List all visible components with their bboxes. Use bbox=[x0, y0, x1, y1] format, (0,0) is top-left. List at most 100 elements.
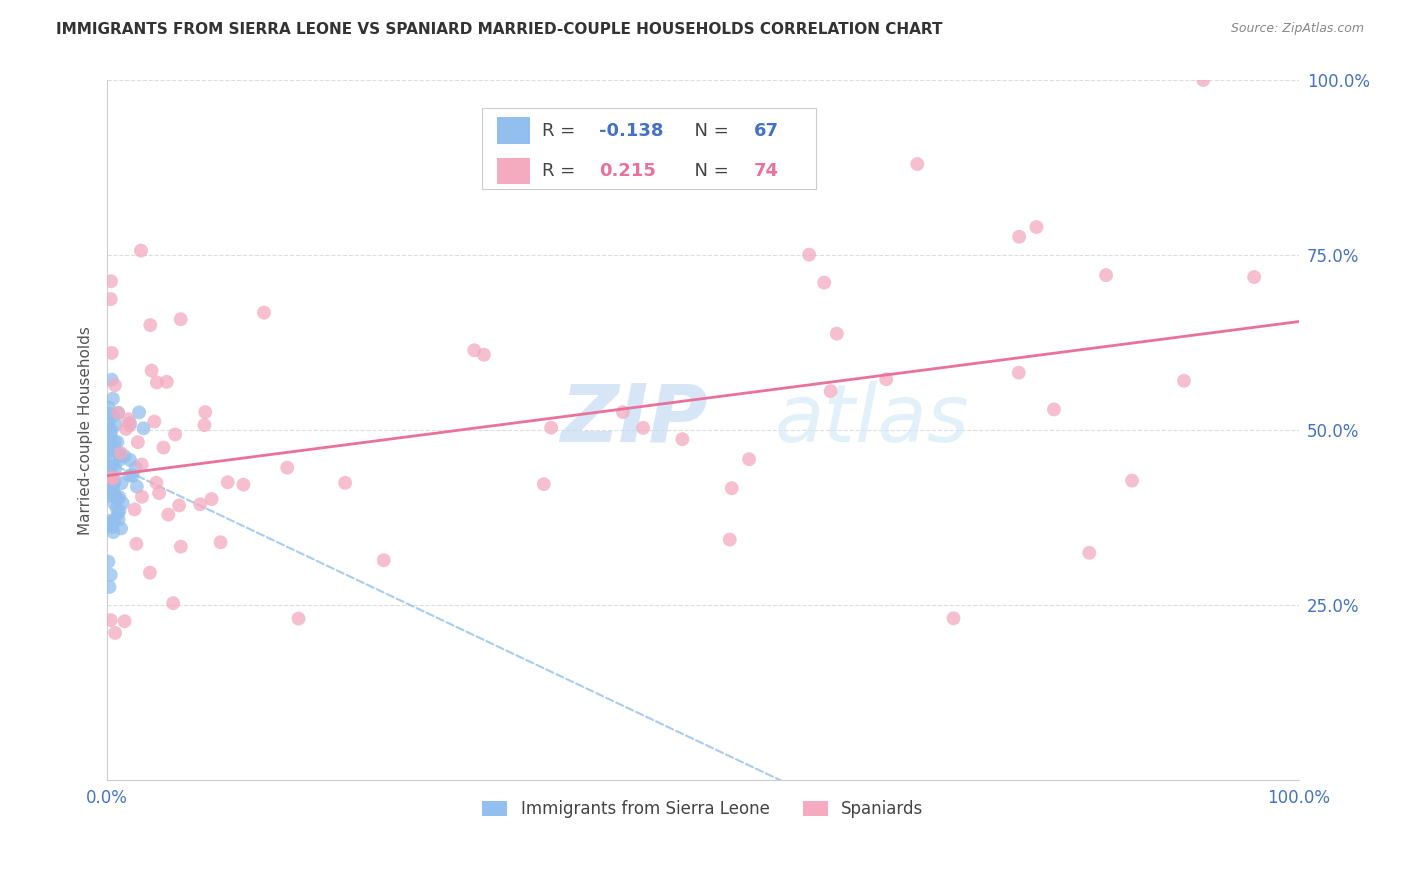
Point bbox=[101, 484, 124, 499]
Text: R =: R = bbox=[543, 161, 586, 180]
Point bbox=[942, 611, 965, 625]
FancyBboxPatch shape bbox=[482, 108, 815, 188]
Point bbox=[162, 596, 184, 610]
Point bbox=[97, 555, 120, 569]
Point bbox=[107, 491, 129, 506]
Point bbox=[101, 471, 124, 485]
Point bbox=[114, 614, 136, 628]
Point bbox=[145, 475, 167, 490]
Point bbox=[188, 497, 211, 511]
Point bbox=[125, 460, 148, 475]
Point bbox=[167, 499, 190, 513]
Legend: Immigrants from Sierra Leone, Spaniards: Immigrants from Sierra Leone, Spaniards bbox=[475, 793, 931, 824]
Point bbox=[612, 405, 634, 419]
Point bbox=[111, 496, 134, 510]
Point bbox=[146, 376, 169, 390]
Point bbox=[813, 276, 835, 290]
Point bbox=[110, 446, 132, 460]
Point bbox=[1121, 474, 1143, 488]
Point bbox=[1173, 374, 1195, 388]
Point bbox=[103, 515, 125, 529]
Point bbox=[97, 417, 120, 431]
Point bbox=[110, 450, 132, 464]
Point bbox=[101, 459, 124, 474]
Point bbox=[98, 466, 121, 480]
Point bbox=[97, 401, 120, 415]
Point bbox=[209, 535, 232, 549]
Point bbox=[1192, 73, 1215, 87]
Point bbox=[107, 406, 129, 420]
Point bbox=[103, 525, 125, 540]
Point bbox=[97, 422, 120, 436]
Bar bbox=[496, 117, 530, 144]
Point bbox=[104, 417, 127, 432]
Point bbox=[98, 517, 121, 532]
Point bbox=[131, 490, 153, 504]
Point bbox=[115, 422, 138, 436]
Text: 0.215: 0.215 bbox=[599, 161, 657, 180]
Point bbox=[100, 274, 122, 288]
Point bbox=[100, 514, 122, 528]
Point bbox=[125, 537, 148, 551]
Point bbox=[718, 533, 741, 547]
Point bbox=[128, 405, 150, 419]
Point bbox=[1243, 270, 1265, 285]
Point bbox=[1008, 229, 1031, 244]
Point bbox=[101, 479, 124, 493]
Point bbox=[118, 416, 141, 430]
Point bbox=[118, 418, 141, 433]
Point bbox=[101, 471, 124, 485]
Point bbox=[105, 501, 128, 516]
Point bbox=[108, 452, 131, 467]
Point bbox=[170, 312, 193, 326]
Bar bbox=[496, 158, 530, 184]
Point bbox=[104, 378, 127, 392]
Point bbox=[148, 486, 170, 500]
Text: 67: 67 bbox=[754, 121, 779, 139]
Point bbox=[193, 418, 215, 433]
Point bbox=[107, 513, 129, 527]
Point bbox=[333, 475, 356, 490]
Point bbox=[101, 477, 124, 491]
Point bbox=[110, 476, 132, 491]
Point bbox=[103, 441, 125, 455]
Text: N =: N = bbox=[683, 121, 734, 139]
Point bbox=[1008, 366, 1031, 380]
Point bbox=[157, 508, 180, 522]
Text: -0.138: -0.138 bbox=[599, 121, 664, 139]
Point bbox=[905, 157, 928, 171]
Point bbox=[104, 461, 127, 475]
Text: N =: N = bbox=[683, 161, 734, 180]
Point bbox=[631, 421, 654, 435]
Point bbox=[720, 481, 742, 495]
Point bbox=[141, 363, 163, 377]
Text: ZIP: ZIP bbox=[560, 381, 707, 458]
Point bbox=[1043, 402, 1066, 417]
Point bbox=[100, 442, 122, 457]
Point bbox=[100, 292, 122, 306]
Point bbox=[797, 247, 820, 261]
Point bbox=[97, 461, 120, 475]
Point bbox=[108, 490, 131, 504]
Point bbox=[98, 580, 121, 594]
Point bbox=[98, 489, 121, 503]
Point bbox=[671, 432, 693, 446]
Point bbox=[373, 553, 395, 567]
Point bbox=[276, 460, 298, 475]
Point bbox=[104, 434, 127, 449]
Point bbox=[104, 626, 127, 640]
Point bbox=[100, 424, 122, 438]
Point bbox=[825, 326, 848, 341]
Text: 74: 74 bbox=[754, 161, 779, 180]
Point bbox=[100, 567, 122, 582]
Point bbox=[287, 611, 309, 625]
Point bbox=[738, 452, 761, 467]
Text: IMMIGRANTS FROM SIERRA LEONE VS SPANIARD MARRIED-COUPLE HOUSEHOLDS CORRELATION C: IMMIGRANTS FROM SIERRA LEONE VS SPANIARD… bbox=[56, 22, 943, 37]
Text: Source: ZipAtlas.com: Source: ZipAtlas.com bbox=[1230, 22, 1364, 36]
Point bbox=[875, 372, 897, 386]
Point bbox=[101, 473, 124, 487]
Point bbox=[97, 458, 120, 472]
Point bbox=[108, 504, 131, 518]
Point bbox=[152, 441, 174, 455]
Point bbox=[108, 447, 131, 461]
